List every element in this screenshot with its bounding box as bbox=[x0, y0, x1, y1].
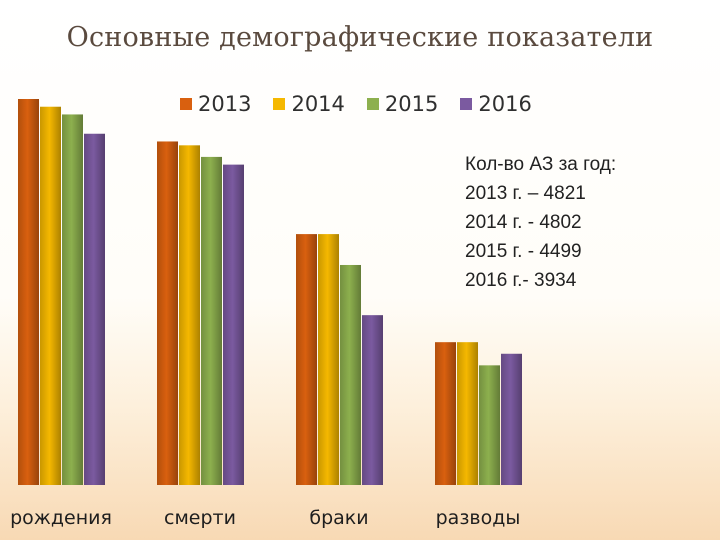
bar-2016-2 bbox=[362, 315, 383, 485]
note-heading: Кол-во АЗ за год: bbox=[465, 154, 617, 175]
legend-swatch-2013 bbox=[180, 98, 192, 110]
chart-title: Основные демографические показатели bbox=[66, 22, 654, 53]
bar-2015-0 bbox=[62, 114, 83, 485]
bar-2013-2 bbox=[296, 234, 317, 485]
legend-label-2014: 2014 bbox=[291, 92, 345, 116]
annual-count-note: Кол-во АЗ за год: 2013 г. – 4821 2014 г.… bbox=[465, 150, 616, 295]
bar-2016-3 bbox=[501, 353, 522, 485]
legend-swatch-2016 bbox=[460, 98, 473, 110]
bar-2014-1 bbox=[179, 145, 200, 485]
bar-2015-2 bbox=[340, 264, 361, 485]
legend-item-2014: 2014 bbox=[273, 92, 345, 116]
note-line-2014: 2014 г. - 4802 bbox=[465, 212, 582, 233]
bar-2013-0 bbox=[18, 99, 39, 485]
bar-2016-1 bbox=[223, 164, 244, 485]
legend-label-2015: 2015 bbox=[384, 92, 439, 116]
legend-label-2016: 2016 bbox=[478, 92, 532, 116]
legend-swatch-2014 bbox=[273, 98, 286, 110]
legend-label-2013: 2013 bbox=[198, 92, 252, 116]
category-label: смерти bbox=[164, 507, 236, 529]
legend-item-2013: 2013 bbox=[180, 92, 251, 116]
bar-2014-3 bbox=[457, 342, 478, 485]
bar-2013-1 bbox=[157, 141, 178, 485]
bar-2014-2 bbox=[318, 234, 339, 485]
bar-2015-1 bbox=[201, 156, 222, 485]
legend-swatch-2015 bbox=[366, 98, 379, 110]
category-label: браки bbox=[309, 507, 368, 529]
note-line-2016: 2016 г.- 3934 bbox=[465, 270, 577, 291]
bar-2015-3 bbox=[479, 365, 500, 485]
bar-2016-0 bbox=[84, 133, 105, 486]
bar-2014-0 bbox=[40, 106, 61, 485]
category-labels: рождения смерти браки разводы bbox=[10, 507, 520, 529]
legend-item-2015: 2015 bbox=[366, 92, 439, 116]
category-label: разводы bbox=[436, 507, 521, 529]
bar-group bbox=[18, 99, 522, 486]
note-line-2015: 2015 г. - 4499 bbox=[465, 241, 582, 262]
bar-2013-3 bbox=[435, 342, 456, 485]
legend-item-2016: 2016 bbox=[460, 92, 532, 116]
chart-legend: 2013 2014 2015 2016 bbox=[180, 92, 554, 116]
note-line-2013: 2013 г. – 4821 bbox=[465, 183, 586, 204]
category-label: рождения bbox=[10, 507, 112, 529]
